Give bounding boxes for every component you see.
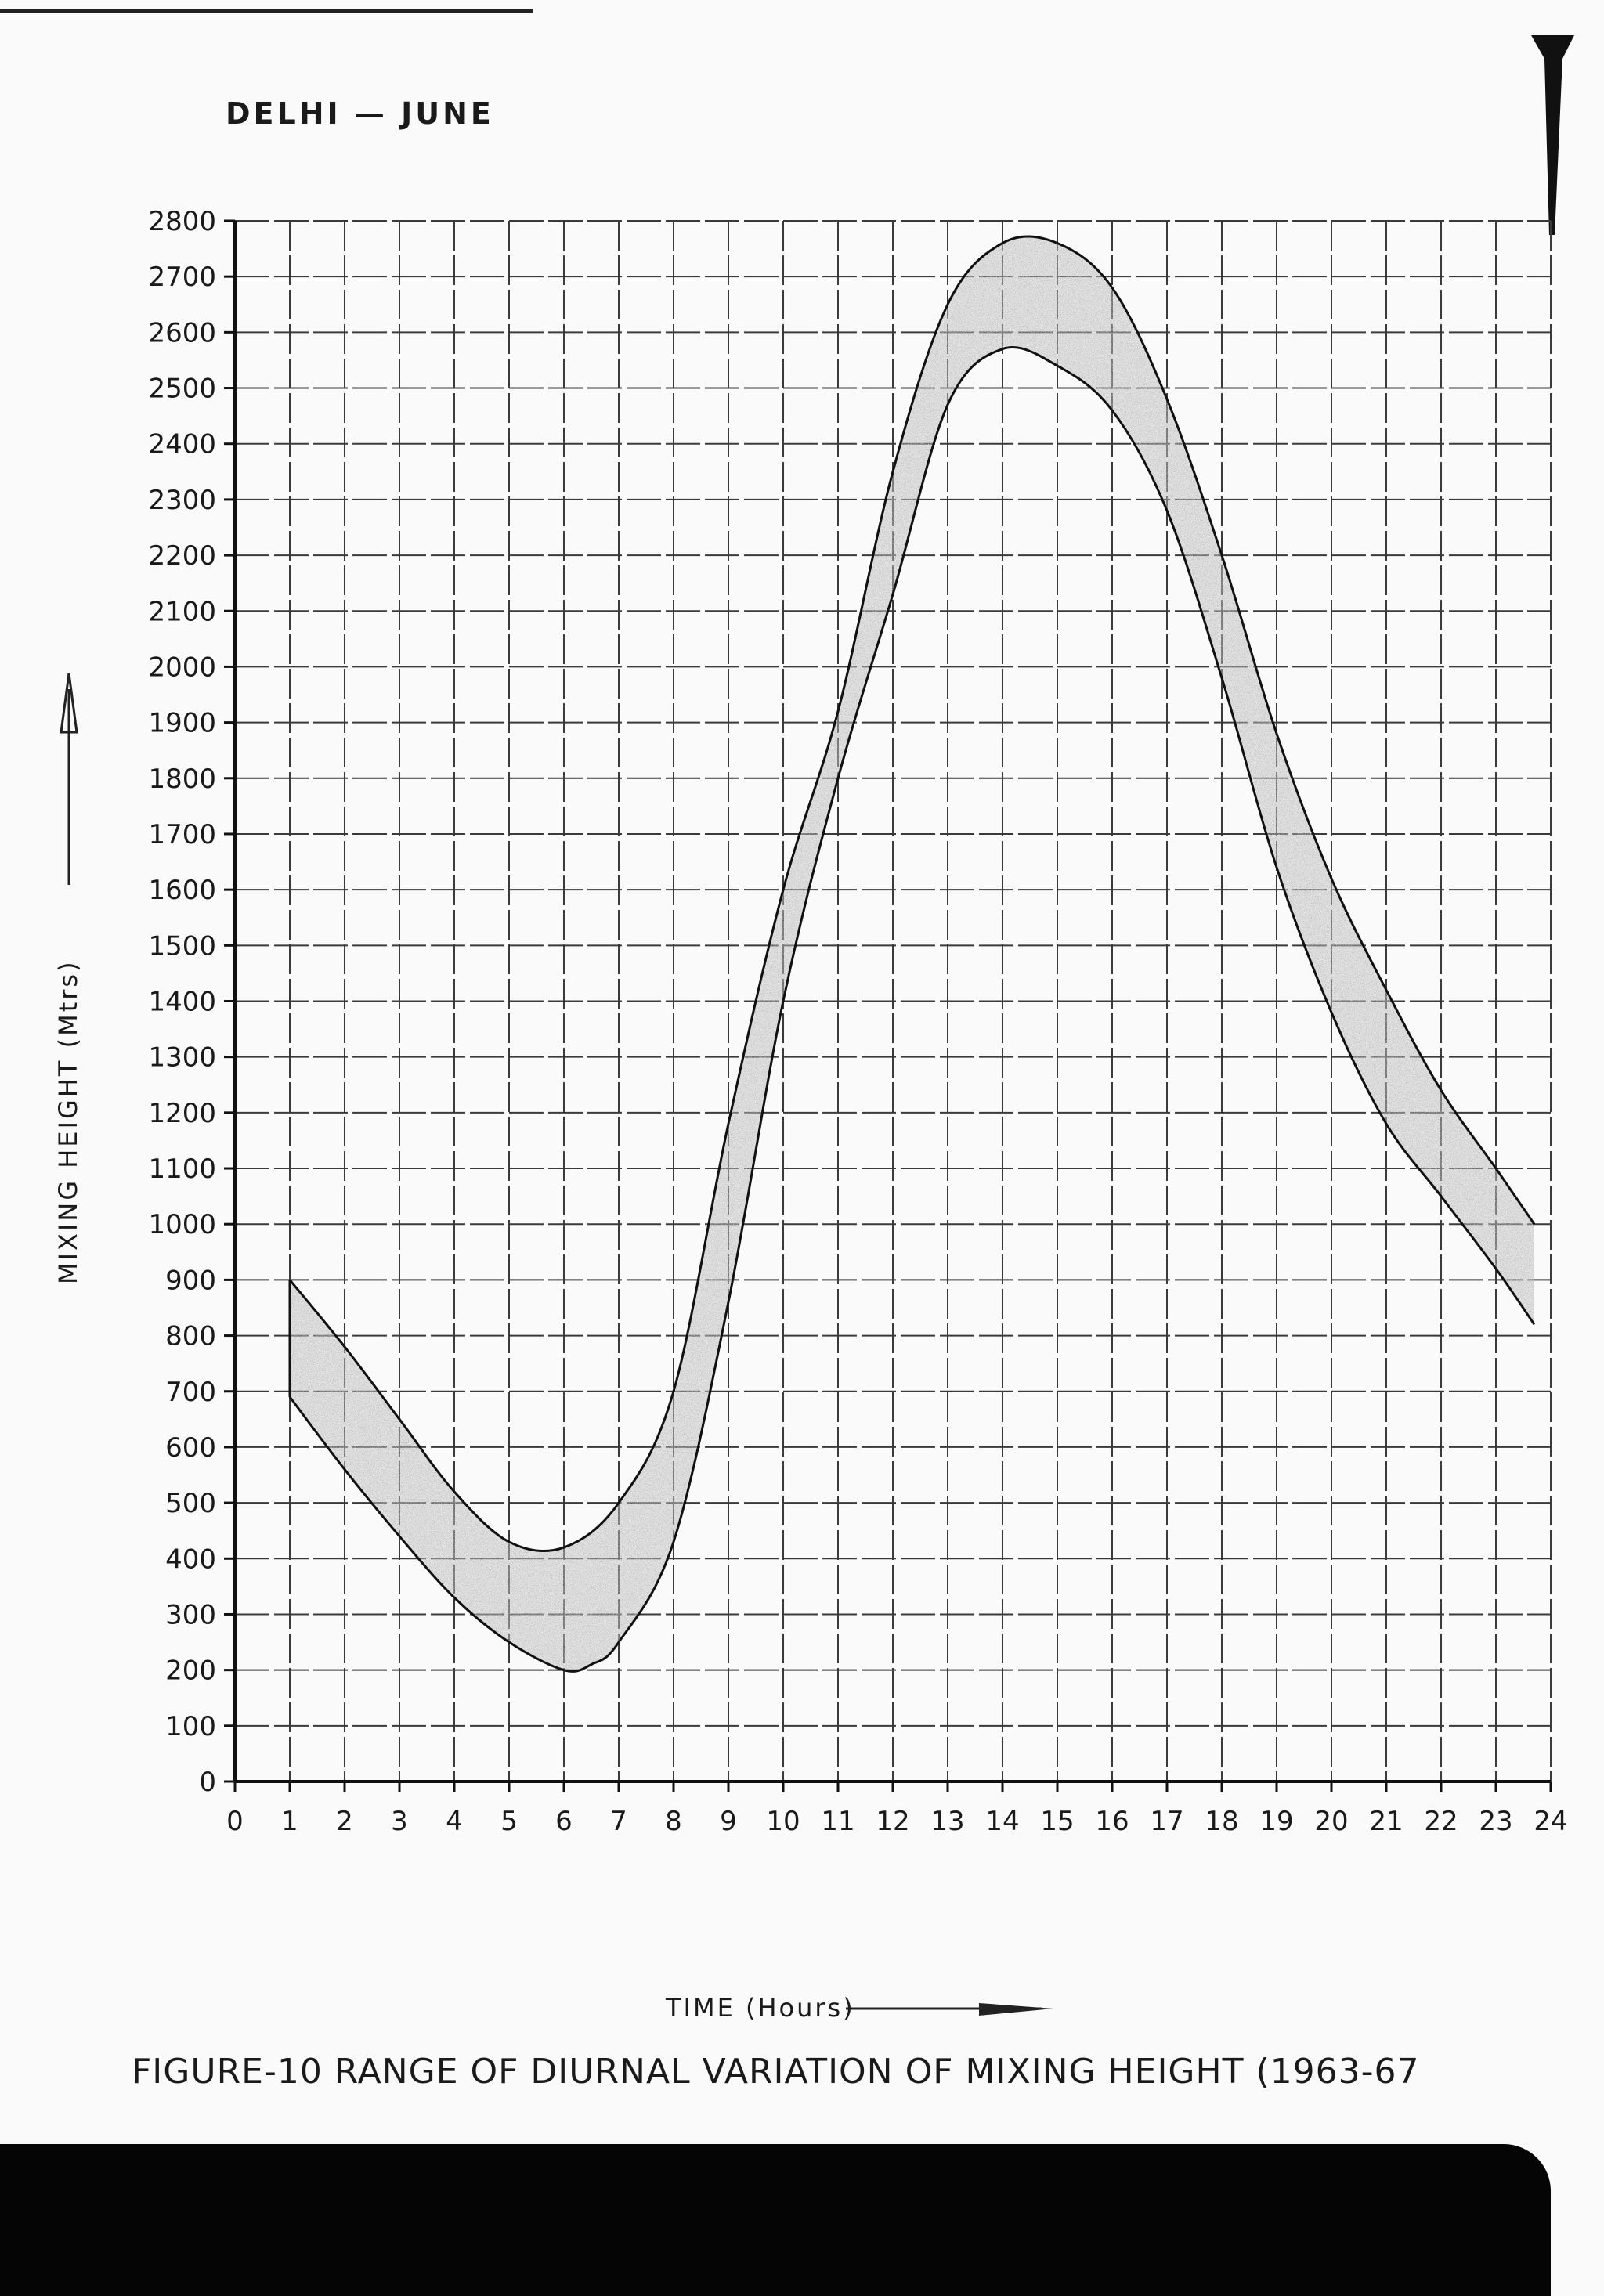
y-tick-label: 1200 bbox=[148, 1098, 216, 1129]
x-tick-label: 15 bbox=[1040, 1806, 1074, 1837]
y-tick-label: 2600 bbox=[148, 317, 216, 348]
x-axis-label: TIME (Hours) bbox=[665, 1993, 855, 2023]
y-tick-label: 500 bbox=[165, 1488, 216, 1519]
y-tick-label: 2000 bbox=[148, 652, 216, 683]
y-tick-label: 2500 bbox=[148, 374, 216, 405]
y-tick-label: 1900 bbox=[148, 708, 216, 739]
x-tick-label: 2 bbox=[336, 1806, 353, 1837]
x-tick-label: 18 bbox=[1205, 1806, 1238, 1837]
x-tick-label: 4 bbox=[446, 1806, 463, 1837]
y-tick-label: 1300 bbox=[148, 1042, 216, 1074]
x-tick-label: 7 bbox=[610, 1806, 627, 1837]
y-tick-label: 1500 bbox=[148, 930, 216, 962]
y-tick-label: 2100 bbox=[148, 596, 216, 627]
x-tick-label: 20 bbox=[1314, 1806, 1348, 1837]
x-tick-label: 19 bbox=[1259, 1806, 1293, 1837]
y-tick-label: 1000 bbox=[148, 1209, 216, 1240]
x-tick-label: 8 bbox=[665, 1806, 682, 1837]
black-bottom-band bbox=[0, 2144, 1551, 2296]
x-tick-label: 17 bbox=[1150, 1806, 1183, 1837]
y-tick-label: 2800 bbox=[148, 206, 216, 237]
x-tick-label: 12 bbox=[876, 1806, 909, 1837]
y-tick-label: 800 bbox=[165, 1321, 216, 1352]
x-tick-label: 6 bbox=[555, 1806, 573, 1837]
band-stipple bbox=[290, 236, 1534, 1672]
x-tick-label: 9 bbox=[720, 1806, 737, 1837]
y-tick-label: 1700 bbox=[148, 819, 216, 850]
x-tick-label: 11 bbox=[821, 1806, 854, 1837]
x-tick-label: 5 bbox=[500, 1806, 518, 1837]
x-tick-label: 23 bbox=[1479, 1806, 1512, 1837]
y-axis-arrow-head bbox=[60, 673, 78, 734]
y-tick-label: 900 bbox=[165, 1265, 216, 1296]
y-tick-label: 2700 bbox=[148, 262, 216, 293]
y-tick-label: 1600 bbox=[148, 875, 216, 906]
x-tick-label: 10 bbox=[766, 1806, 800, 1837]
x-tick-label: 3 bbox=[391, 1806, 408, 1837]
figure-caption: FIGURE-10 RANGE OF DIURNAL VARIATION OF … bbox=[132, 2052, 1419, 2092]
lower-bound-line bbox=[288, 346, 1536, 1673]
x-tick-label: 22 bbox=[1424, 1806, 1458, 1837]
upper-bound-line bbox=[288, 235, 1536, 1553]
y-tick-label: 2300 bbox=[148, 485, 216, 516]
x-tick-label: 0 bbox=[226, 1806, 244, 1837]
y-tick-label: 700 bbox=[165, 1377, 216, 1408]
x-tick-label: 21 bbox=[1369, 1806, 1403, 1837]
x-tick-label: 13 bbox=[930, 1806, 964, 1837]
x-tick-label: 1 bbox=[281, 1806, 298, 1837]
y-tick-label: 0 bbox=[199, 1767, 216, 1798]
y-tick-label: 300 bbox=[165, 1599, 216, 1630]
x-tick-labels: 0 1 2 3 4 5 6 7 8 9 10 11 12 13 14 15 16 17 18 19 20 21 22 23 24 bbox=[226, 1806, 1567, 1837]
chart-title: DELHI — JUNE bbox=[226, 96, 494, 131]
x-tick-label: 16 bbox=[1095, 1806, 1129, 1837]
y-tick-label: 400 bbox=[165, 1543, 216, 1575]
x-tick-label: 14 bbox=[985, 1806, 1019, 1837]
y-tick-label: 1400 bbox=[148, 987, 216, 1018]
y-tick-label: 1100 bbox=[148, 1153, 216, 1185]
y-tick-label: 100 bbox=[165, 1711, 216, 1742]
y-axis-label: MIXING HEIGHT (Mtrs) bbox=[53, 959, 83, 1284]
grid bbox=[234, 220, 1552, 1782]
y-tick-label: 600 bbox=[165, 1432, 216, 1464]
x-tick-label: 24 bbox=[1534, 1806, 1567, 1837]
y-tick-label: 200 bbox=[165, 1655, 216, 1687]
y-tick-label: 1800 bbox=[148, 764, 216, 795]
y-tick-label: 2200 bbox=[148, 540, 216, 572]
right-edge-mark bbox=[1531, 35, 1574, 235]
y-tick-labels: 0 100 200 300 400 500 600 700 800 900 1000 1100 1200… bbox=[148, 206, 216, 1798]
x-axis-arrow-head bbox=[979, 2003, 1053, 2016]
mixing-height-band bbox=[288, 235, 1536, 1673]
axes bbox=[224, 219, 1552, 1792]
y-tick-label: 2400 bbox=[148, 429, 216, 460]
